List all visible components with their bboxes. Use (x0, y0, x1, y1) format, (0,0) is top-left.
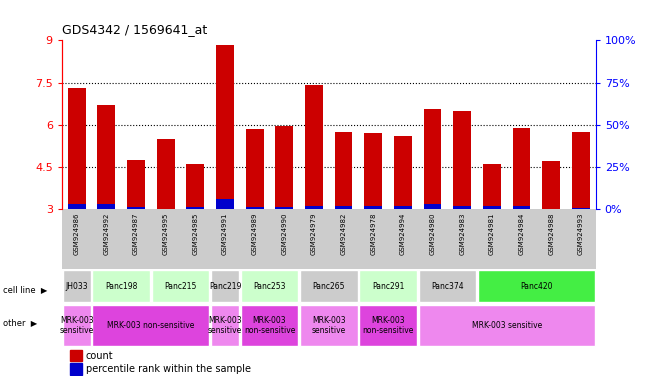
Text: GSM924985: GSM924985 (192, 212, 199, 255)
Text: GSM924980: GSM924980 (430, 212, 436, 255)
Bar (305, 207, 323, 209)
Bar (359, 270, 417, 302)
Bar (241, 305, 298, 346)
Text: GDS4342 / 1569641_at: GDS4342 / 1569641_at (62, 23, 207, 36)
Bar (211, 270, 239, 302)
Text: Panc374: Panc374 (431, 281, 464, 291)
Bar (419, 305, 595, 346)
Bar (186, 207, 204, 209)
Text: Panc198: Panc198 (105, 281, 137, 291)
Bar (512, 207, 531, 209)
Bar (394, 136, 412, 209)
Bar (241, 270, 298, 302)
Text: JH033: JH033 (65, 281, 88, 291)
Bar (478, 270, 595, 302)
Text: other  ▶: other ▶ (3, 318, 38, 327)
Text: percentile rank within the sample: percentile rank within the sample (86, 364, 251, 374)
Bar (216, 45, 234, 209)
Text: GSM924993: GSM924993 (578, 212, 584, 255)
Bar (152, 270, 209, 302)
Text: GSM924990: GSM924990 (281, 212, 287, 255)
Bar (98, 105, 115, 209)
Bar (453, 207, 471, 209)
Text: GSM924995: GSM924995 (163, 212, 169, 255)
Text: GSM924983: GSM924983 (459, 212, 465, 255)
Bar (245, 207, 264, 209)
Text: Panc291: Panc291 (372, 281, 404, 291)
Text: GSM924992: GSM924992 (104, 212, 109, 255)
Bar (335, 207, 352, 209)
Text: GSM924978: GSM924978 (370, 212, 376, 255)
Bar (365, 133, 382, 209)
Text: GSM924987: GSM924987 (133, 212, 139, 255)
Text: GSM924982: GSM924982 (340, 212, 346, 255)
Text: GSM924986: GSM924986 (74, 212, 79, 255)
Bar (127, 207, 145, 209)
Bar (92, 270, 150, 302)
Bar (62, 305, 90, 346)
Bar (483, 207, 501, 209)
Text: GSM924991: GSM924991 (222, 212, 228, 255)
Text: MRK-003 sensitive: MRK-003 sensitive (471, 321, 542, 330)
Bar (98, 204, 115, 209)
Bar (62, 270, 90, 302)
Bar (275, 126, 293, 209)
Text: Panc253: Panc253 (253, 281, 286, 291)
Bar (275, 207, 293, 209)
Bar (300, 270, 357, 302)
Bar (216, 199, 234, 209)
Bar (157, 139, 174, 209)
Text: Panc219: Panc219 (209, 281, 241, 291)
Text: MRK-003
non-sensitive: MRK-003 non-sensitive (243, 316, 295, 335)
Text: MRK-003
sensitive: MRK-003 sensitive (208, 316, 242, 335)
Text: GSM924981: GSM924981 (489, 212, 495, 255)
Bar (424, 109, 441, 209)
Bar (483, 164, 501, 209)
Text: Panc215: Panc215 (164, 281, 197, 291)
Text: GSM924989: GSM924989 (252, 212, 258, 255)
Text: count: count (86, 351, 113, 361)
Bar (394, 207, 412, 209)
Text: MRK-003
non-sensitive: MRK-003 non-sensitive (363, 316, 414, 335)
Bar (186, 164, 204, 209)
Bar (424, 205, 441, 209)
Bar (572, 208, 590, 209)
Text: GSM924994: GSM924994 (400, 212, 406, 255)
Bar (419, 270, 476, 302)
Bar (245, 129, 264, 209)
Bar (335, 132, 352, 209)
Bar (512, 127, 531, 209)
Bar (542, 161, 560, 209)
Text: MRK-003 non-sensitive: MRK-003 non-sensitive (107, 321, 195, 330)
Text: GSM924984: GSM924984 (519, 212, 525, 255)
Text: Panc265: Panc265 (312, 281, 345, 291)
Bar (68, 88, 85, 209)
Bar (305, 85, 323, 209)
Bar (453, 111, 471, 209)
Text: cell line  ▶: cell line ▶ (3, 285, 48, 295)
Bar (70, 350, 81, 361)
Bar (70, 363, 81, 375)
Text: MRK-003
sensitive: MRK-003 sensitive (312, 316, 346, 335)
Bar (92, 305, 209, 346)
Bar (68, 204, 85, 209)
Bar (300, 305, 357, 346)
Text: MRK-003
sensitive: MRK-003 sensitive (59, 316, 94, 335)
Text: GSM924988: GSM924988 (548, 212, 554, 255)
Bar (127, 160, 145, 209)
Bar (572, 132, 590, 209)
Bar (211, 305, 239, 346)
Text: Panc420: Panc420 (520, 281, 553, 291)
Text: GSM924979: GSM924979 (311, 212, 317, 255)
Bar (359, 305, 417, 346)
Bar (365, 207, 382, 209)
